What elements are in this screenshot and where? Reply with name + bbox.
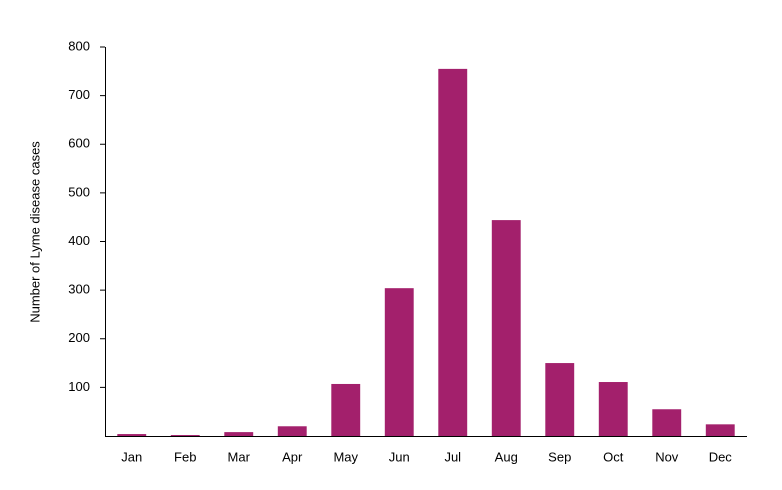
- y-tick-label: 700: [68, 87, 90, 102]
- bar: [545, 363, 575, 436]
- y-tick-label: 300: [68, 282, 90, 297]
- y-axis-label: Number of Lyme disease cases: [27, 141, 42, 323]
- y-tick-label: 200: [68, 330, 90, 345]
- y-tick-label: 500: [68, 184, 90, 199]
- bar: [384, 288, 414, 436]
- bar: [277, 426, 307, 436]
- bar: [117, 434, 147, 436]
- y-tick-label: 400: [68, 233, 90, 248]
- x-tick-label: Feb: [174, 449, 196, 464]
- bar: [438, 68, 468, 436]
- x-tick-label: Sep: [548, 449, 571, 464]
- x-tick-label: Nov: [655, 449, 679, 464]
- bar: [331, 383, 361, 436]
- y-tick-label: 600: [68, 136, 90, 151]
- x-tick-label: Dec: [709, 449, 733, 464]
- y-tick-label: 100: [68, 379, 90, 394]
- bar: [491, 220, 521, 436]
- bar: [170, 435, 200, 436]
- x-tick-label: Apr: [282, 449, 303, 464]
- x-tick-label: May: [333, 449, 358, 464]
- x-tick-label: Aug: [495, 449, 518, 464]
- x-tick-label: Mar: [228, 449, 251, 464]
- bar: [705, 424, 735, 436]
- x-tick-label: Oct: [603, 449, 624, 464]
- bar: [224, 432, 254, 436]
- bar: [598, 382, 628, 436]
- x-tick-label: Jul: [444, 449, 461, 464]
- bar: [652, 409, 682, 436]
- y-tick-label: 800: [68, 38, 90, 53]
- x-tick-label: Jun: [389, 449, 410, 464]
- x-tick-label: Jan: [121, 449, 142, 464]
